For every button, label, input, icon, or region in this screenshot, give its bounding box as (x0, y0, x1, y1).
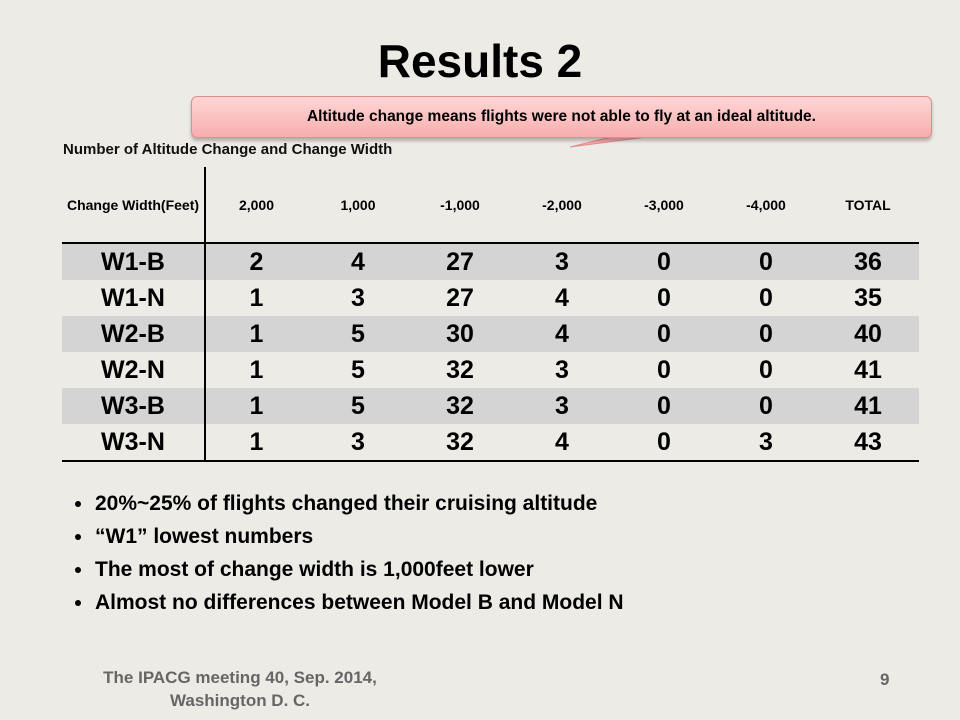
table-cell: 1 (249, 283, 264, 312)
table-row: W2-N 1 5 32 3 0 0 41 (62, 352, 919, 388)
slide-title: Results 2 (377, 35, 583, 87)
table-cell: 1 (205, 424, 307, 462)
row-label: W1-B (62, 243, 206, 280)
table-cell: 4 (307, 243, 409, 280)
table-cell: 36 (817, 243, 919, 280)
table-cell: 4 (511, 316, 613, 352)
table-row: W3-B 1 5 32 3 0 0 41 (62, 388, 919, 424)
table-cell: 0 (613, 388, 715, 424)
table-cell: 30 (409, 316, 511, 352)
bullet-text: The most of change width is 1,000feet lo… (95, 558, 534, 581)
list-item: 20%~25% of flights changed their cruisin… (75, 487, 624, 520)
table-cell: 32 (446, 355, 474, 384)
list-item: Almost no differences between Model B an… (75, 586, 624, 619)
header-2000: 2,000 (205, 167, 307, 244)
table-cell: 3 (307, 424, 409, 462)
header-change-width: Change Width(Feet) (62, 167, 206, 244)
table-row: W1-B 2 4 27 3 0 0 36 (62, 243, 919, 280)
table-cell: 1 (249, 355, 264, 384)
table-cell: 0 (657, 283, 671, 312)
table-cell: 4 (511, 424, 613, 462)
table-cell: 41 (817, 388, 919, 424)
table-cell: 1 (205, 388, 307, 424)
table-cell: 5 (307, 388, 409, 424)
bullet-text: 20%~25% of flights changed their cruisin… (95, 492, 598, 515)
callout-note: Altitude change means flights were not a… (191, 96, 932, 138)
table-cell: 40 (817, 316, 919, 352)
table-cell: 4 (555, 283, 569, 312)
header-minus-2000: -2,000 (511, 167, 613, 244)
table-cell: 41 (854, 355, 882, 384)
table-cell: 0 (715, 243, 817, 280)
table-cell: 43 (817, 424, 919, 462)
bullet-icon (75, 534, 81, 540)
row-label: W2-B (62, 316, 206, 352)
table-cell: 27 (409, 243, 511, 280)
header-total: TOTAL (817, 167, 919, 244)
bullet-icon (75, 567, 81, 573)
table-cell: 0 (715, 316, 817, 352)
table-cell: 3 (511, 388, 613, 424)
table-row: W3-N 1 3 32 4 0 3 43 (62, 424, 919, 462)
table-cell: 5 (307, 316, 409, 352)
row-label: W3-N (62, 424, 206, 462)
table-cell: 3 (555, 355, 569, 384)
results-table: Change Width(Feet) 2,000 1,000 -1,000 -2… (62, 167, 919, 462)
table-cell: 5 (351, 355, 365, 384)
bullet-text: Almost no differences between Model B an… (95, 591, 624, 614)
table-cell: 0 (657, 355, 671, 384)
table-cell: 0 (715, 388, 817, 424)
table-cell: 0 (759, 283, 773, 312)
table-cell: 0 (613, 243, 715, 280)
table-cell: 1 (205, 316, 307, 352)
table-cell: 0 (759, 355, 773, 384)
table-row: W2-B 1 5 30 4 0 0 40 (62, 316, 919, 352)
table-header-row: Change Width(Feet) 2,000 1,000 -1,000 -2… (62, 167, 919, 244)
findings-list: 20%~25% of flights changed their cruisin… (75, 487, 624, 619)
bullet-icon (75, 501, 81, 507)
row-label: W2-N (62, 352, 206, 388)
table-cell: 32 (409, 388, 511, 424)
table-row: W1-N 1 3 27 4 0 0 35 (62, 280, 919, 316)
table-cell: 35 (854, 283, 882, 312)
header-minus-1000: -1,000 (409, 167, 511, 244)
header-minus-3000: -3,000 (613, 167, 715, 244)
bullet-text: “W1” lowest numbers (95, 525, 314, 548)
row-label: W3-B (62, 388, 206, 424)
header-1000: 1,000 (307, 167, 409, 244)
page-number: 9 (880, 670, 890, 689)
table-cell: 0 (613, 316, 715, 352)
list-item: The most of change width is 1,000feet lo… (75, 553, 624, 586)
table-cell: 3 (715, 424, 817, 462)
bullet-icon (75, 600, 81, 606)
table-cell: 27 (446, 283, 474, 312)
slide-footer: The IPACG meeting 40, Sep. 2014, Washing… (103, 668, 377, 710)
table-cell: 2 (205, 243, 307, 280)
table-cell: 32 (409, 424, 511, 462)
table-cell: 3 (511, 243, 613, 280)
row-label: W1-N (62, 280, 206, 316)
header-minus-4000: -4,000 (715, 167, 817, 244)
table-cell: 3 (351, 283, 365, 312)
list-item: “W1” lowest numbers (75, 520, 624, 553)
table-cell: 0 (613, 424, 715, 462)
table-caption: Number of Altitude Change and Change Wid… (63, 141, 393, 158)
